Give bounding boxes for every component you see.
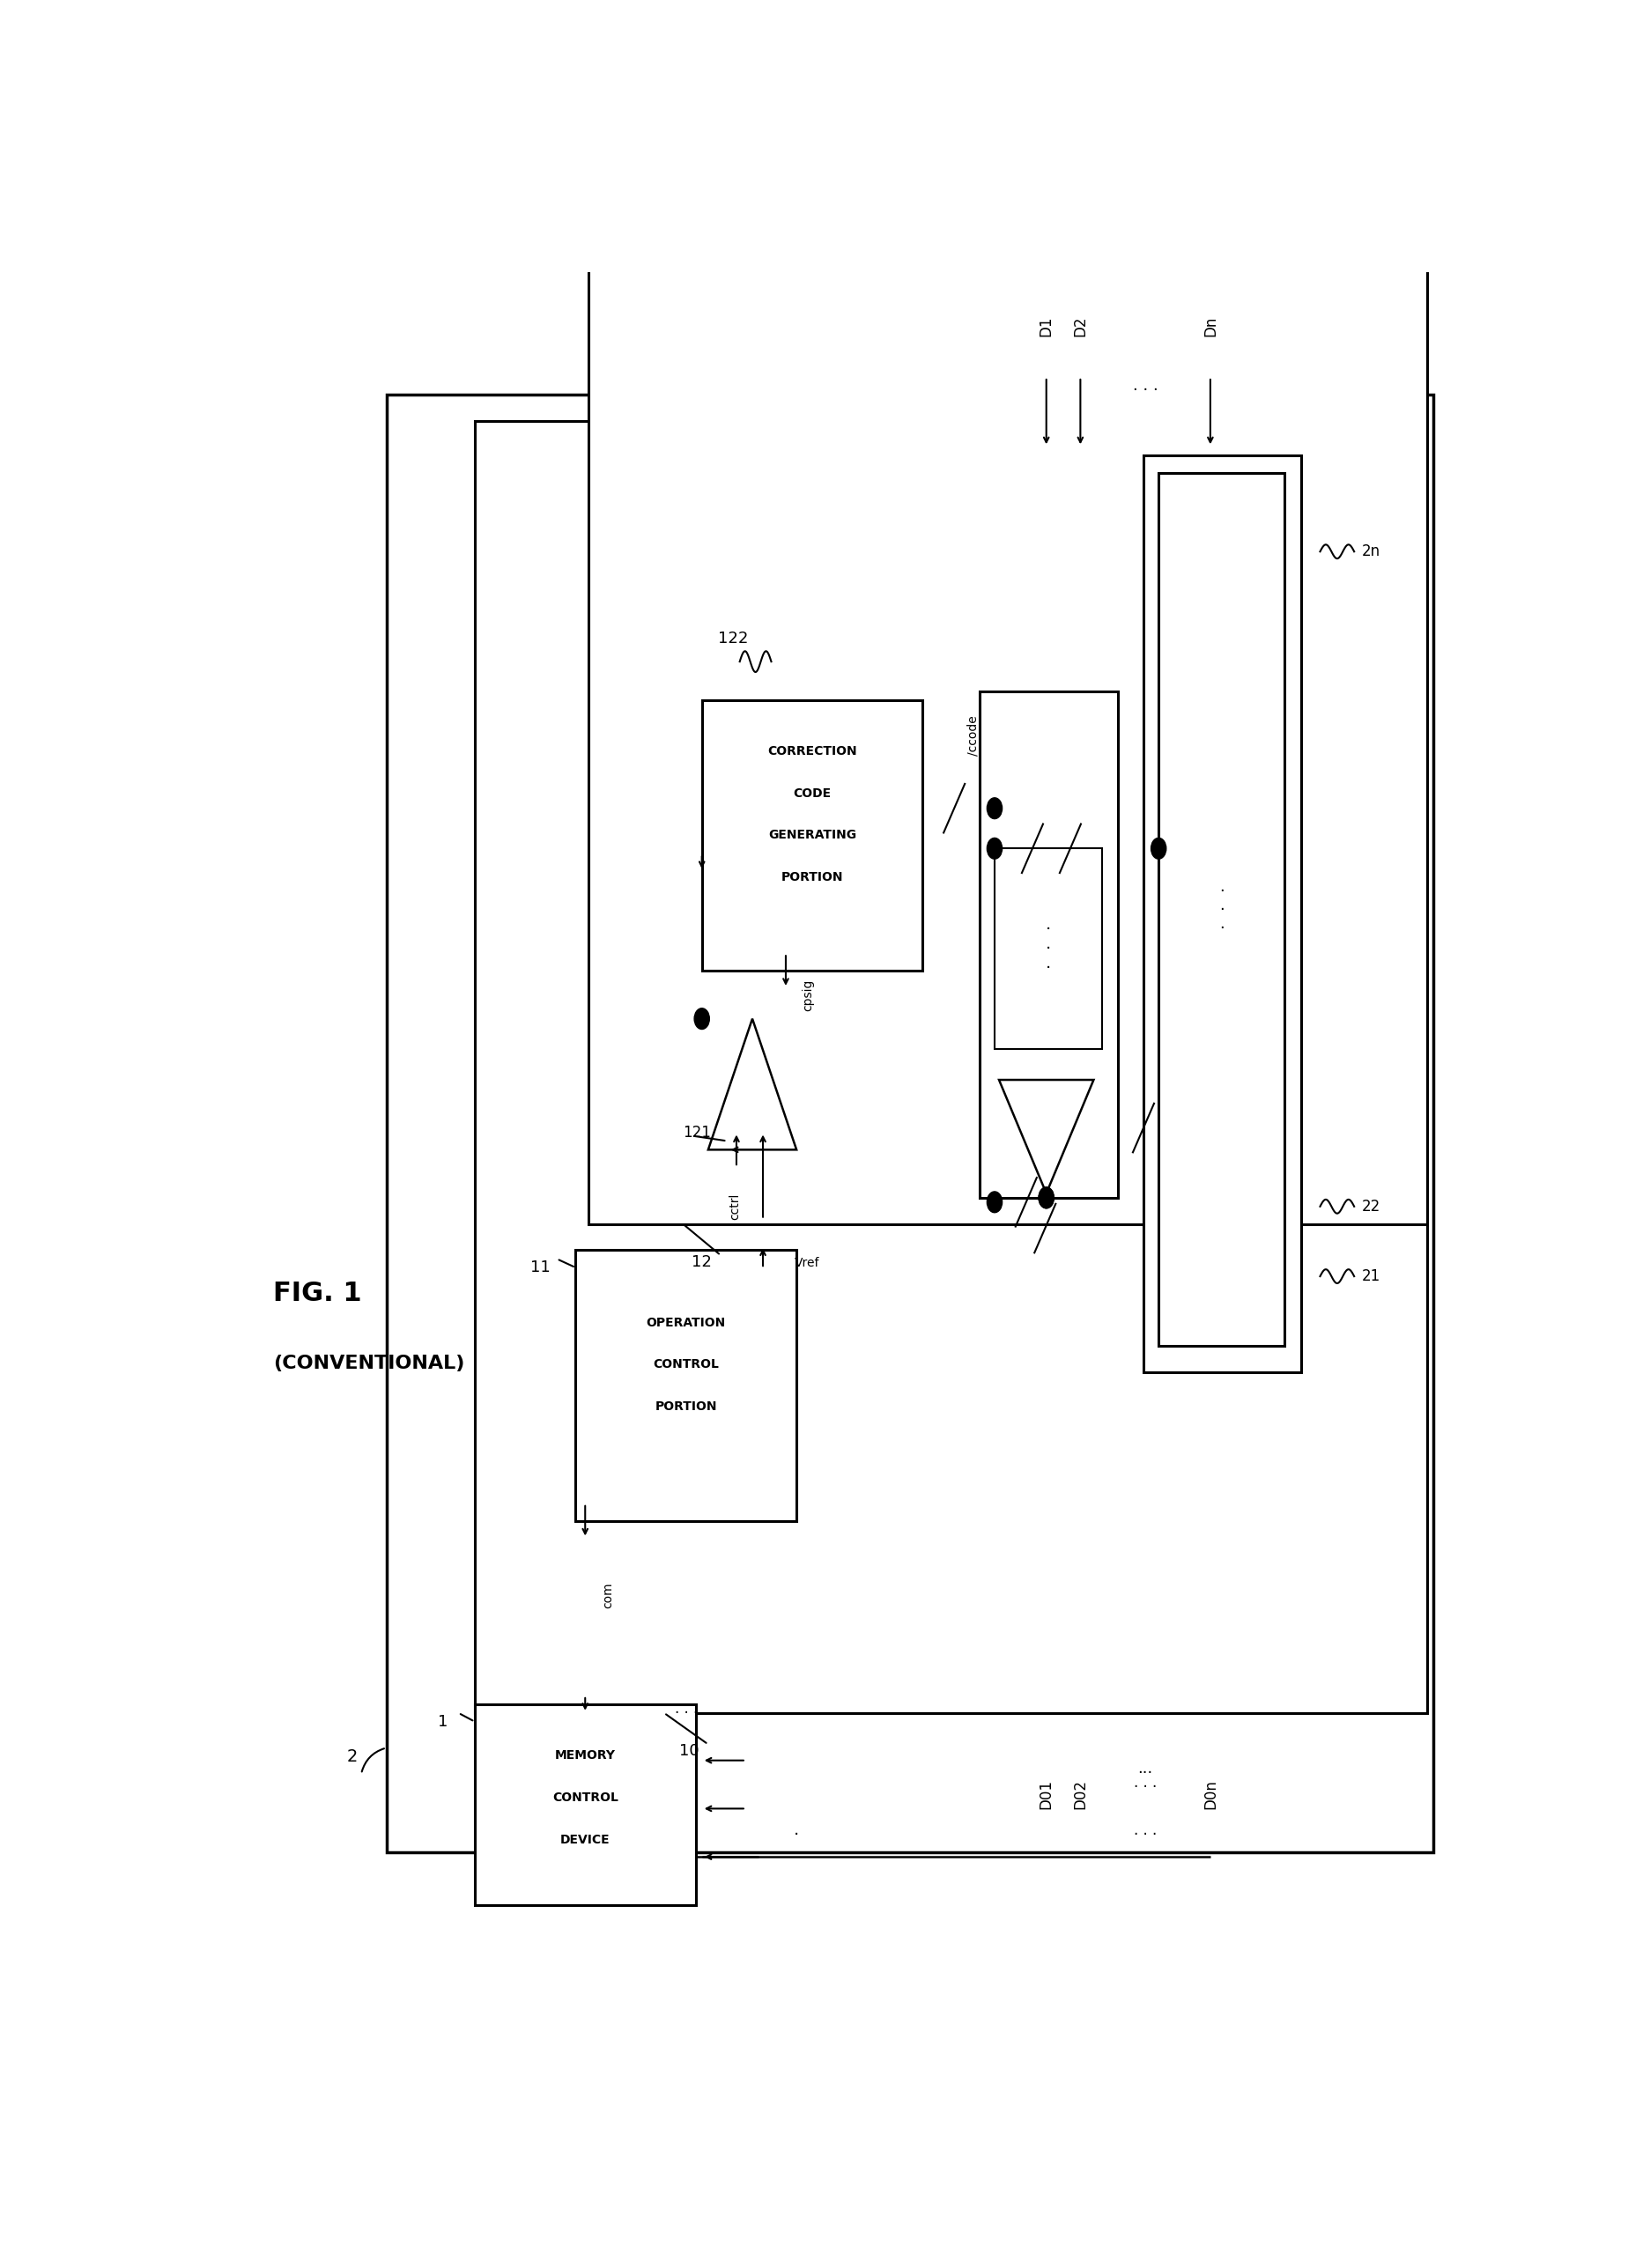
Bar xyxy=(1143,456,1301,1372)
Text: . . .: . . . xyxy=(1133,1821,1158,1837)
Circle shape xyxy=(694,1009,710,1030)
Text: . . .: . . . xyxy=(1133,379,1158,395)
Text: cpsig: cpsig xyxy=(803,980,814,1012)
Text: 1: 1 xyxy=(438,1715,448,1730)
Text: MEMORY: MEMORY xyxy=(555,1749,615,1762)
Text: D2: D2 xyxy=(1073,315,1088,336)
Text: CODE: CODE xyxy=(793,787,832,801)
Text: 11: 11 xyxy=(531,1259,550,1275)
Text: 10: 10 xyxy=(679,1744,698,1760)
Text: ·
·
·: · · · xyxy=(1219,882,1224,937)
Text: D02: D02 xyxy=(1073,1780,1088,1810)
Text: PORTION: PORTION xyxy=(654,1399,718,1413)
Text: . . .: . . . xyxy=(674,1701,698,1717)
Bar xyxy=(475,1703,695,1905)
Text: 21: 21 xyxy=(1361,1268,1381,1284)
Text: cctrl: cctrl xyxy=(729,1193,741,1220)
Text: CORRECTION: CORRECTION xyxy=(767,746,856,758)
Text: ...: ... xyxy=(1138,1760,1153,1776)
Bar xyxy=(1159,474,1284,1347)
Text: /ccode: /ccode xyxy=(967,717,980,755)
Text: 2: 2 xyxy=(347,1749,358,1765)
Polygon shape xyxy=(1000,1080,1094,1193)
Text: CONTROL: CONTROL xyxy=(653,1359,720,1370)
Text: Vref: Vref xyxy=(794,1256,819,1270)
Text: 12: 12 xyxy=(692,1254,711,1270)
Circle shape xyxy=(987,837,1003,860)
Circle shape xyxy=(987,798,1003,819)
Bar xyxy=(588,0,1428,1225)
Text: 22: 22 xyxy=(1361,1198,1381,1213)
Text: OPERATION: OPERATION xyxy=(646,1315,726,1329)
Circle shape xyxy=(1039,1186,1053,1209)
Text: PORTION: PORTION xyxy=(781,871,843,885)
Text: 121: 121 xyxy=(684,1125,711,1141)
Bar xyxy=(475,420,1428,1712)
Text: FIG. 1: FIG. 1 xyxy=(274,1281,361,1306)
Bar xyxy=(702,701,923,971)
Bar xyxy=(576,1250,796,1522)
Text: D1: D1 xyxy=(1039,315,1055,336)
Bar xyxy=(386,395,1434,1853)
Circle shape xyxy=(1039,1186,1053,1209)
Text: com: com xyxy=(602,1583,614,1608)
Text: DEVICE: DEVICE xyxy=(560,1833,610,1846)
Text: CONTROL: CONTROL xyxy=(552,1792,619,1803)
Text: (CONVENTIONAL): (CONVENTIONAL) xyxy=(274,1354,464,1372)
Text: GENERATING: GENERATING xyxy=(768,830,856,841)
Text: . . .: . . . xyxy=(1133,1776,1158,1792)
Text: D01: D01 xyxy=(1039,1780,1055,1810)
Bar xyxy=(980,692,1118,1198)
Circle shape xyxy=(1151,837,1166,860)
Polygon shape xyxy=(708,1018,796,1150)
Bar xyxy=(995,848,1102,1050)
Text: 122: 122 xyxy=(718,631,749,646)
Text: D0n: D0n xyxy=(1203,1780,1218,1810)
Text: Dn: Dn xyxy=(1203,315,1218,336)
Circle shape xyxy=(987,1191,1003,1213)
Text: ·
·
·: · · · xyxy=(1045,921,1052,978)
Text: ·: · xyxy=(794,1826,799,1844)
Text: 2n: 2n xyxy=(1361,544,1381,560)
